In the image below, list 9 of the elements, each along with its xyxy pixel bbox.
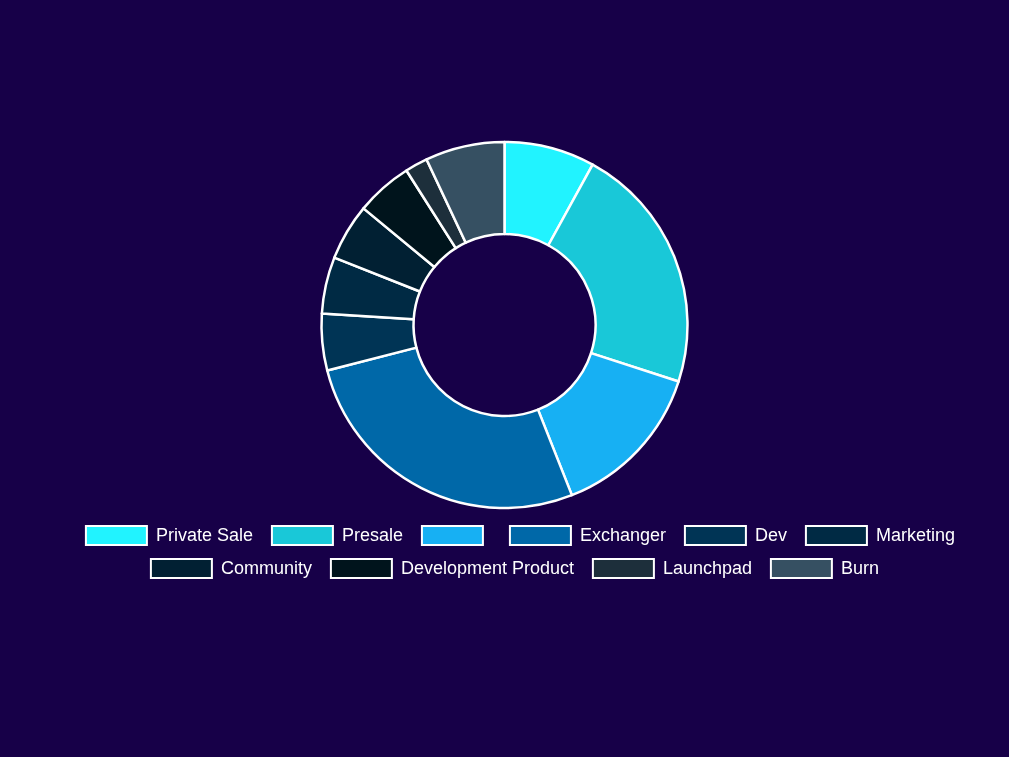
legend-label: Presale <box>341 524 403 545</box>
legend-label: Development Product <box>400 557 574 578</box>
legend-label: Exchanger <box>579 524 666 545</box>
legend-label: Launchpad <box>662 557 752 578</box>
legend-label: Burn <box>840 557 879 578</box>
legend-label: Private Sale <box>155 524 253 545</box>
legend-label: Dev <box>754 524 787 545</box>
legend-label: Marketing <box>875 524 955 545</box>
legend-label: Community <box>220 557 312 578</box>
